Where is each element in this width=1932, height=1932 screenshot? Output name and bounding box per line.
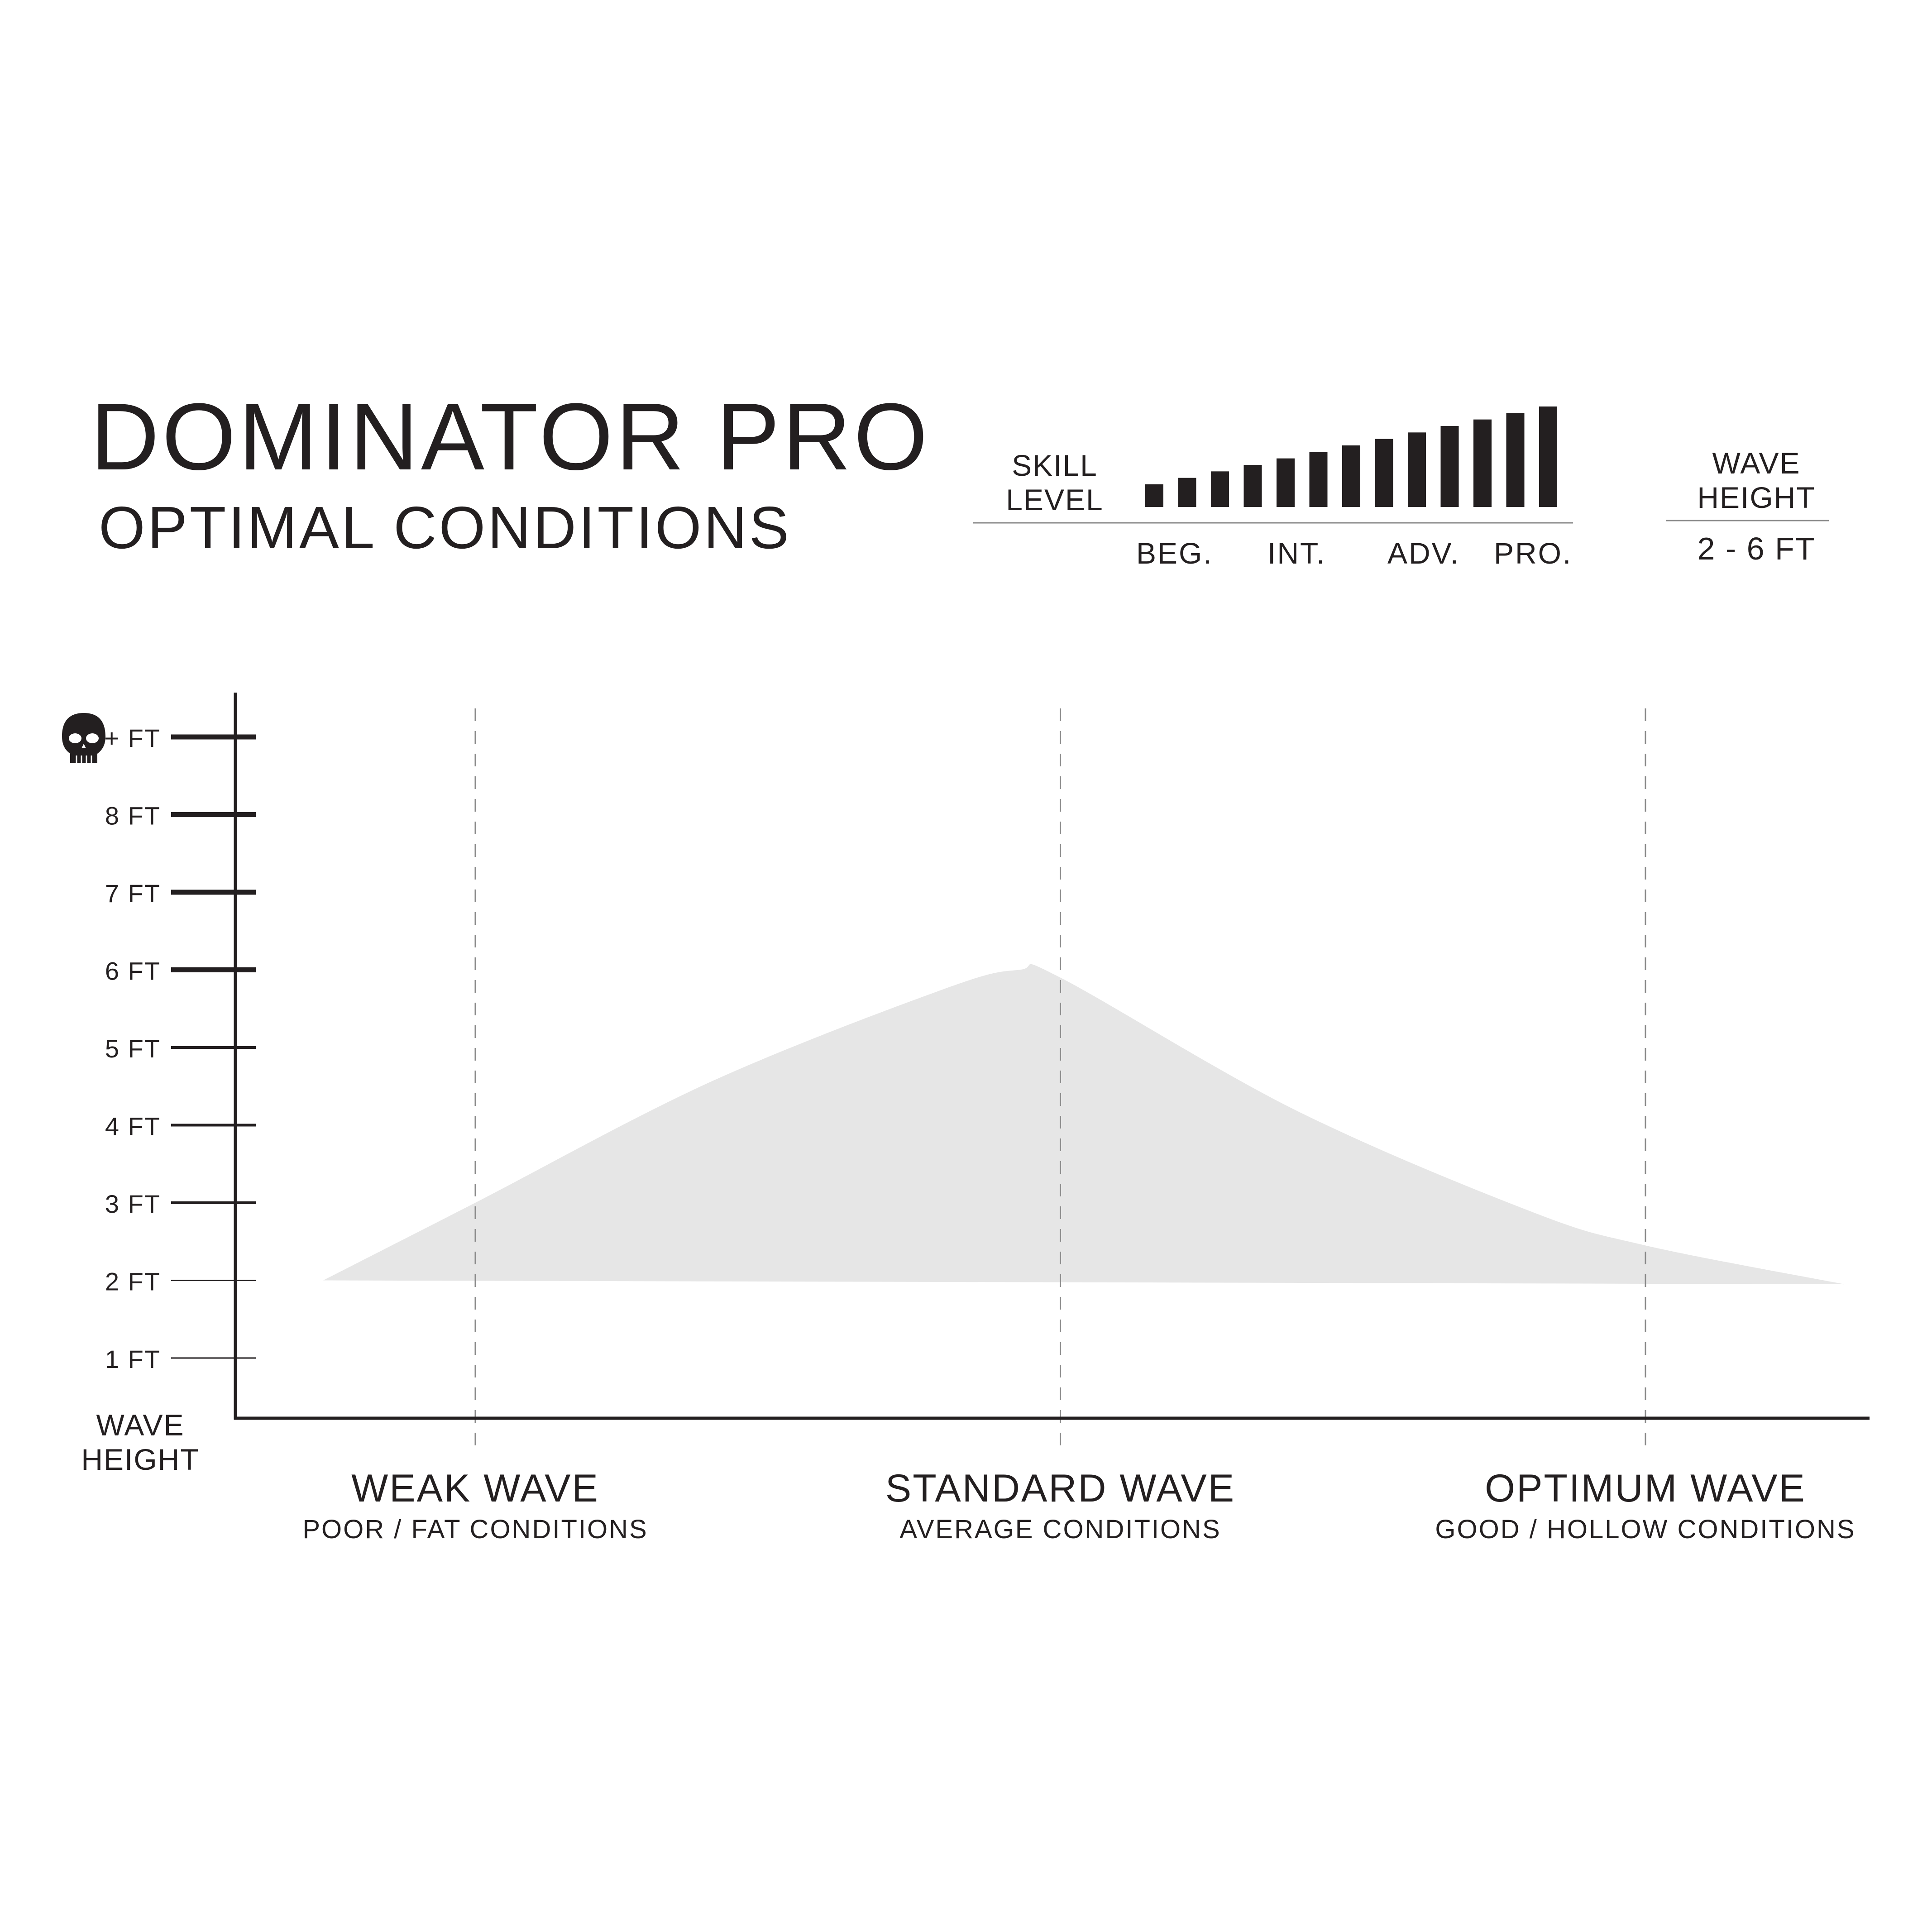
skill-bar-3: [1211, 471, 1229, 507]
skill-level-adv: ADV.: [1387, 536, 1460, 570]
wave-height-value: 2 - 6 FT: [1697, 531, 1816, 566]
skill-bar-12: [1506, 413, 1525, 507]
y-tick-label-3: 3 FT: [105, 1190, 161, 1218]
y-axis-title: WAVE HEIGHT: [68, 1408, 213, 1477]
category-sublabel-3: GOOD / HOLLOW CONDITIONS: [1435, 1515, 1856, 1544]
skill-level-label: SKILL LEVEL: [973, 448, 1136, 517]
chart-title: DOMINATOR PRO: [91, 383, 931, 490]
skill-bars: [1145, 406, 1557, 507]
category-label-1: WEAK WAVE: [351, 1467, 599, 1510]
category-sublabel-1: POOR / FAT CONDITIONS: [302, 1515, 648, 1544]
y-axis-title-line1: WAVE: [96, 1408, 185, 1442]
skill-label-line2: LEVEL: [1006, 483, 1104, 516]
y-axis-title-line2: HEIGHT: [81, 1443, 200, 1476]
skull-icon: [62, 713, 105, 763]
category-label-3: OPTIMUM WAVE: [1485, 1467, 1806, 1510]
y-tick-label-9: + FT: [104, 724, 161, 752]
wave-height-heading-line1: WAVE: [1712, 446, 1801, 480]
category-label-2: STANDARD WAVE: [885, 1467, 1236, 1510]
skill-level-pro: PRO.: [1494, 536, 1573, 570]
skill-label-line1: SKILL: [1012, 449, 1098, 482]
y-tick-label-1: 1 FT: [105, 1345, 161, 1373]
ticks-layer: 1 FT 2 FT 3 FT 4 FT 5 FT 6 FT 7 FT 8 FT + FT: [62, 713, 256, 1373]
y-tick-label-5: 5 FT: [105, 1034, 161, 1063]
skill-bar-1: [1145, 484, 1163, 507]
skill-bar-5: [1277, 458, 1295, 507]
y-tick-label-6: 6 FT: [105, 957, 161, 985]
wave-height-heading: WAVE HEIGHT: [1670, 446, 1842, 515]
skill-level-beg: BEG.: [1136, 536, 1213, 570]
area-layer: [323, 964, 1845, 1285]
skill-level-int: INT.: [1267, 536, 1326, 570]
y-tick-label-4: 4 FT: [105, 1112, 161, 1141]
skill-bar-8: [1375, 439, 1393, 507]
skull-eye-left: [69, 733, 81, 743]
skill-bar-6: [1309, 452, 1328, 507]
skill-bar-13: [1539, 406, 1557, 507]
wave-height-heading-line2: HEIGHT: [1697, 481, 1816, 514]
y-tick-label-7: 7 FT: [105, 879, 161, 908]
wave-area: [323, 964, 1845, 1285]
skull-shape: [62, 713, 105, 763]
skill-bar-2: [1178, 478, 1196, 507]
skull-eye-right: [86, 733, 99, 743]
y-tick-label-2: 2 FT: [105, 1267, 161, 1296]
skill-bar-4: [1243, 465, 1262, 507]
guides-layer: [474, 708, 1646, 1453]
skill-bar-9: [1408, 432, 1426, 507]
skill-bar-7: [1342, 445, 1360, 507]
y-tick-label-8: 8 FT: [105, 802, 161, 830]
skill-bar-10: [1440, 426, 1459, 507]
skull-nose: [81, 744, 86, 748]
skill-bar-11: [1473, 419, 1492, 507]
chart-subtitle: OPTIMAL CONDITIONS: [99, 494, 791, 561]
category-sublabel-2: AVERAGE CONDITIONS: [899, 1515, 1221, 1544]
